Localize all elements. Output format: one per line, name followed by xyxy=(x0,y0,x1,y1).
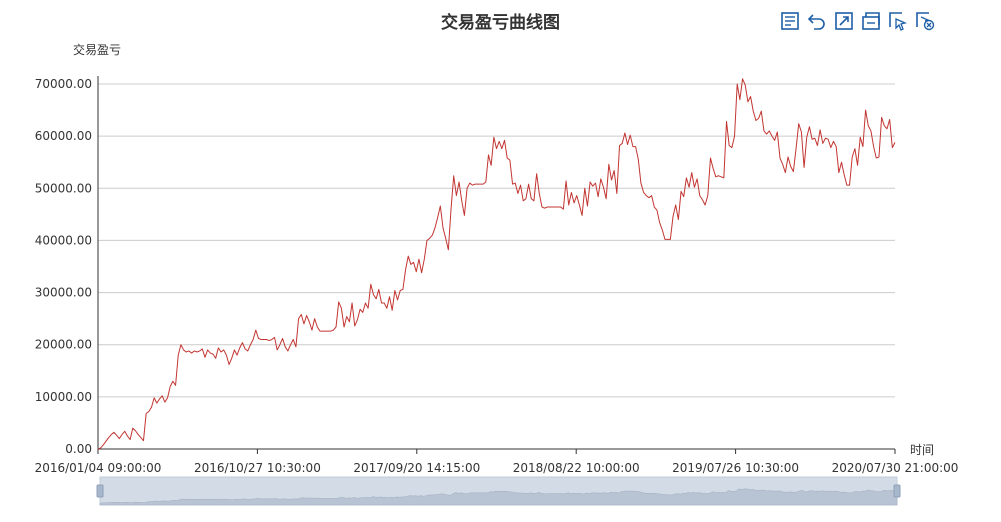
y-tick-label: 40000.00 xyxy=(35,233,92,247)
y-axis-label: 交易盈亏 xyxy=(73,43,122,57)
x-tick-label: 2017/09/20 14:15:00 xyxy=(353,461,480,475)
axes: 0.00 10000.00 20000.00 30000.00 40000.00 5000… xyxy=(35,76,959,475)
x-axis-label: 时间 xyxy=(910,443,935,457)
x-tick-label: 2019/07/26 10:30:00 xyxy=(672,461,799,475)
x-tick-label: 2016/10/27 10:30:00 xyxy=(194,461,321,475)
data-view-button[interactable] xyxy=(779,10,801,32)
select-button[interactable] xyxy=(887,10,909,32)
y-tick-label: 70000.00 xyxy=(35,77,92,91)
slider-preview-area xyxy=(99,488,898,506)
zoom-icon xyxy=(835,12,853,30)
x-tick-label: 2016/01/04 09:00:00 xyxy=(35,461,162,475)
y-tick-label: 20000.00 xyxy=(35,338,92,352)
x-tick-label: 2018/08/22 10:00:00 xyxy=(513,461,640,475)
slider-handle-left[interactable] xyxy=(96,484,104,498)
chart-title: 交易盈亏曲线图 xyxy=(441,13,560,33)
data-view-icon xyxy=(781,12,799,30)
toolbox xyxy=(779,10,936,32)
data-zoom-slider[interactable] xyxy=(96,476,901,506)
zoom-reset-icon xyxy=(862,12,880,30)
clear-select-button[interactable] xyxy=(914,10,936,32)
grid xyxy=(98,83,895,398)
clear-select-icon xyxy=(916,12,935,31)
y-tick-label: 30000.00 xyxy=(35,286,92,300)
zoom-button[interactable] xyxy=(833,10,855,32)
x-tick-label: 2020/07/30 21:00:00 xyxy=(832,461,959,475)
y-tick-label: 60000.00 xyxy=(35,129,92,143)
restore-button[interactable] xyxy=(806,10,828,32)
y-tick-label: 10000.00 xyxy=(35,390,92,404)
y-tick-label: 0.00 xyxy=(65,442,92,456)
restore-icon xyxy=(807,14,825,30)
y-tick-label: 50000.00 xyxy=(35,181,92,195)
series-line xyxy=(97,78,896,450)
select-icon xyxy=(889,12,907,31)
zoom-reset-button[interactable] xyxy=(860,10,882,32)
slider-handle-right[interactable] xyxy=(893,484,901,498)
series-layer xyxy=(97,78,896,450)
